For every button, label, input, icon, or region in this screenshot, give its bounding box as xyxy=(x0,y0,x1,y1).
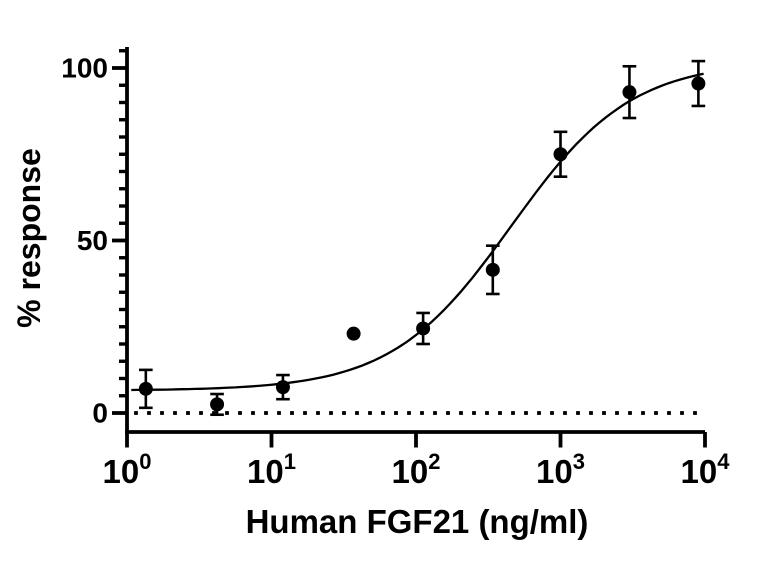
baseline-dot xyxy=(680,411,684,415)
baseline-dot xyxy=(628,411,632,415)
axes xyxy=(112,47,707,448)
x-axis-title: Human FGF21 (ng/ml) xyxy=(246,503,589,540)
baseline-dot xyxy=(667,411,671,415)
baseline-dot xyxy=(563,411,567,415)
baseline-dot xyxy=(251,411,255,415)
y-axis-title: % response xyxy=(11,148,47,328)
baseline-dot xyxy=(134,411,138,415)
baseline-dot xyxy=(472,411,476,415)
baseline-dot xyxy=(433,411,437,415)
data-point xyxy=(416,321,431,336)
baseline-dot xyxy=(524,411,528,415)
baseline-dot xyxy=(459,411,463,415)
x-tick-label: 101 xyxy=(247,449,296,490)
baseline-dot xyxy=(641,411,645,415)
baseline-dot xyxy=(407,411,411,415)
baseline-dot xyxy=(537,411,541,415)
baseline-dot xyxy=(589,411,593,415)
baseline-dot xyxy=(277,411,281,415)
baseline-dot xyxy=(420,411,424,415)
baseline-dot xyxy=(550,411,554,415)
baseline-dot xyxy=(199,411,203,415)
baseline-dot xyxy=(225,411,229,415)
data-point xyxy=(622,85,637,100)
baseline-dot xyxy=(615,411,619,415)
data-point xyxy=(210,397,225,412)
baseline-dot xyxy=(498,411,502,415)
data-point xyxy=(485,262,500,277)
baseline-dot xyxy=(329,411,333,415)
baseline-dot xyxy=(485,411,489,415)
baseline-dot xyxy=(342,411,346,415)
baseline-dot xyxy=(173,411,177,415)
baseline-dot xyxy=(186,411,190,415)
x-tick-label: 102 xyxy=(392,449,441,490)
x-tick-label: 100 xyxy=(103,449,152,490)
y-tick-label: 50 xyxy=(77,225,108,256)
baseline-dot xyxy=(394,411,398,415)
baseline-dot xyxy=(511,411,515,415)
baseline-dot xyxy=(446,411,450,415)
zero-baseline-dotted xyxy=(134,411,697,415)
x-tick-label: 103 xyxy=(536,449,585,490)
baseline-dot xyxy=(290,411,294,415)
baseline-dot xyxy=(316,411,320,415)
baseline-dot xyxy=(381,411,385,415)
baseline-dot xyxy=(576,411,580,415)
y-tick-label: 0 xyxy=(92,398,108,429)
baseline-dot xyxy=(147,411,151,415)
data-point xyxy=(691,76,706,91)
data-points xyxy=(138,76,706,412)
baseline-dot xyxy=(355,411,359,415)
data-point xyxy=(553,147,568,162)
baseline-dot xyxy=(602,411,606,415)
x-tick-label: 104 xyxy=(681,449,731,490)
baseline-dot xyxy=(212,411,216,415)
baseline-dot xyxy=(693,411,697,415)
data-point xyxy=(346,326,361,341)
baseline-dot xyxy=(160,411,164,415)
baseline-dot xyxy=(654,411,658,415)
error-bars xyxy=(139,59,706,417)
fit-curve xyxy=(131,72,704,392)
y-tick-label: 100 xyxy=(61,53,108,84)
data-point xyxy=(275,380,290,395)
baseline-dot xyxy=(368,411,372,415)
data-point xyxy=(138,381,153,396)
baseline-dot xyxy=(303,411,307,415)
tick-labels: 0 50 100 100 101 102 103 104 xyxy=(61,53,730,491)
baseline-dot xyxy=(264,411,268,415)
baseline-dot xyxy=(238,411,242,415)
